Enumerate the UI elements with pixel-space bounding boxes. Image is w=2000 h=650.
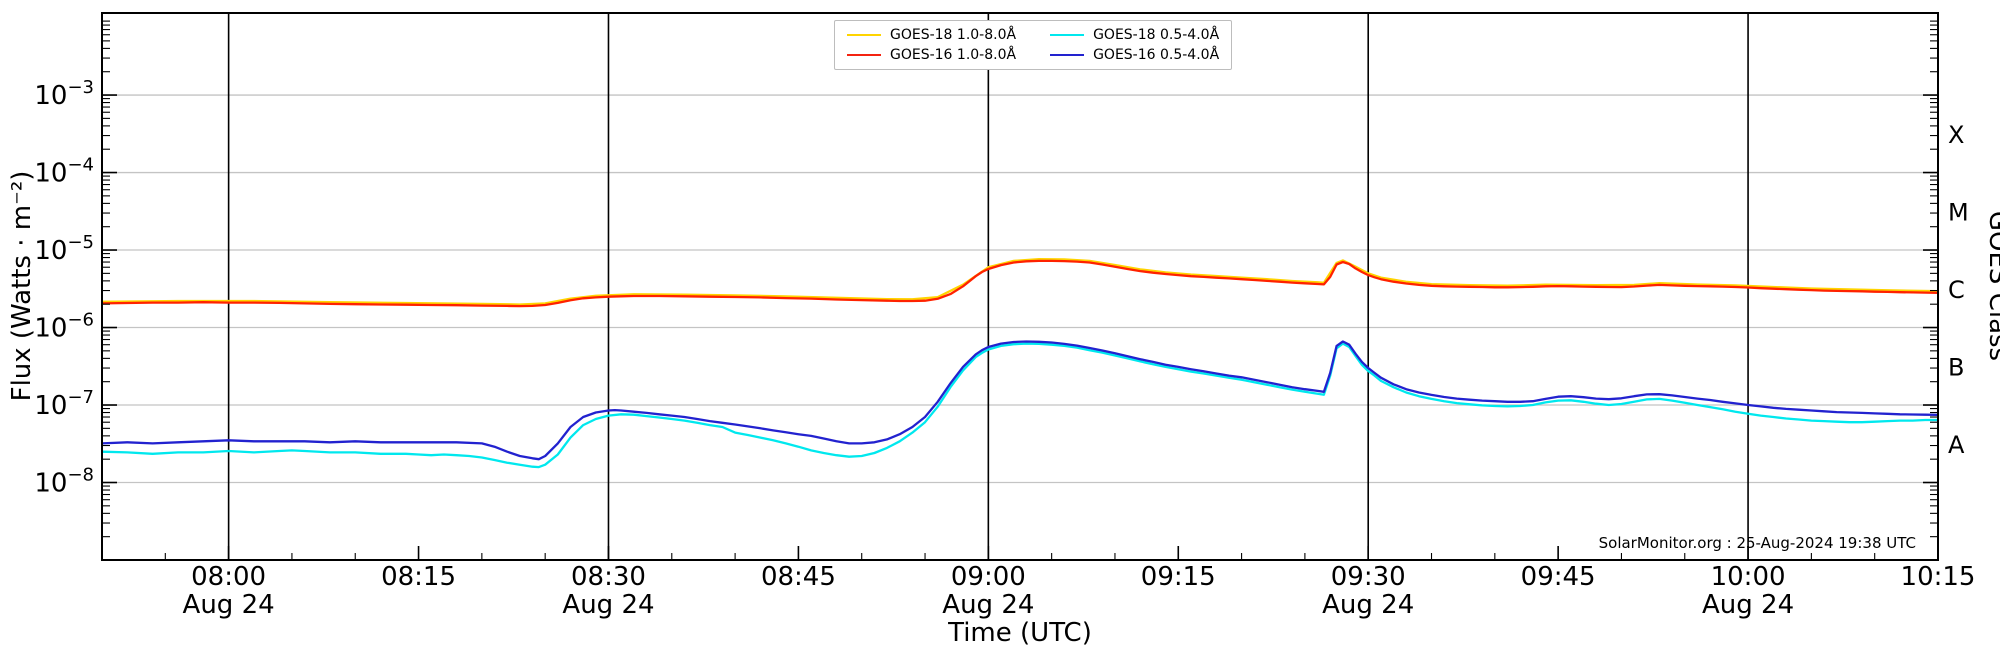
legend-line-swatch-goes18-short [1050,33,1085,37]
legend-line-swatch-goes16-short [1050,53,1085,57]
x-tick-label-08:15: 08:15 [381,562,456,592]
series-line-goes-16-1-0-8-0å [102,259,1938,308]
series-line-goes-18-1-0-8-0å [102,258,1938,306]
x-tick-label-08:00: 08:00 [191,562,266,592]
legend-item-goes18-long: GOES-18 1.0-8.0Å [847,27,1016,43]
legend-line-swatch-goes18-long [847,33,881,37]
horizontal-decade-gridlines [102,94,1938,484]
class-letter-B: B [1948,353,1964,381]
x-date-label: Aug 24 [1702,590,1794,620]
x-date-label: Aug 24 [183,590,275,620]
x-tick-label-10:15: 10:15 [1901,562,1976,592]
legend-line-swatch-goes16-long [847,53,881,57]
watermark: SolarMonitor.org : 25-Aug-2024 19:38 UTC [1599,534,1916,552]
x-tick-label-09:45: 09:45 [1521,562,1596,592]
legend-item-goes16-short: GOES-16 0.5-4.0Å [1050,47,1219,63]
flux-series-lines [102,258,1938,469]
y-tick-label-1e-8: 10−8 [34,465,94,499]
x-date-label: Aug 24 [1322,590,1414,620]
legend-item-goes18-short: GOES-18 0.5-4.0Å [1050,27,1219,43]
y-axis-title-right: GOES Class [1983,211,2000,361]
class-letter-C: C [1948,276,1965,304]
class-letter-X: X [1948,121,1964,149]
y-axis-title-left: Flux (Watts · m⁻²) [7,171,37,402]
legend-label-goes16-short: GOES-16 0.5-4.0Å [1093,47,1220,63]
axis-tick-marks [102,20,1939,560]
x-axis-title: Time (UTC) [947,618,1092,648]
vertical-date-gridlines [227,13,1749,560]
legend-label-goes18-long: GOES-18 1.0-8.0Å [890,27,1017,43]
series-line-goes-16-0-5-4-0å [102,340,1938,461]
y-tick-label-1e-5: 10−5 [34,232,94,266]
y-tick-label-1e-3: 10−3 [34,77,94,111]
class-letter-A: A [1948,431,1965,459]
legend-label-goes16-long: GOES-16 1.0-8.0Å [890,47,1017,63]
y-tick-label-1e-4: 10−4 [34,155,94,189]
legend-box: GOES-18 1.0-8.0Å GOES-16 1.0-8.0Å GOES-18 … [834,20,1233,70]
legend-item-goes16-long: GOES-16 1.0-8.0Å [847,47,1016,63]
series-line-goes-18-0-5-4-0å [102,342,1938,469]
y-tick-label-1e-6: 10−6 [34,310,94,344]
x-date-label: Aug 24 [942,590,1034,620]
class-letter-M: M [1948,198,1969,226]
x-date-label: Aug 24 [562,590,654,620]
y-tick-label-1e-7: 10−7 [34,387,94,421]
x-tick-label-08:45: 08:45 [761,562,836,592]
x-tick-label-10:00: 10:00 [1711,562,1786,592]
plot-frame [101,12,1939,561]
x-tick-label-09:00: 09:00 [951,562,1026,592]
x-tick-label-08:30: 08:30 [571,562,646,592]
goes-class-letters: X M C B A [1948,121,1969,459]
legend-label-goes18-short: GOES-18 0.5-4.0Å [1093,27,1220,43]
x-tick-label-09:30: 09:30 [1331,562,1406,592]
x-tick-label-09:15: 09:15 [1141,562,1216,592]
y-axis-tick-labels: 10−3 10−4 10−5 10−6 10−7 10−8 [34,77,94,498]
